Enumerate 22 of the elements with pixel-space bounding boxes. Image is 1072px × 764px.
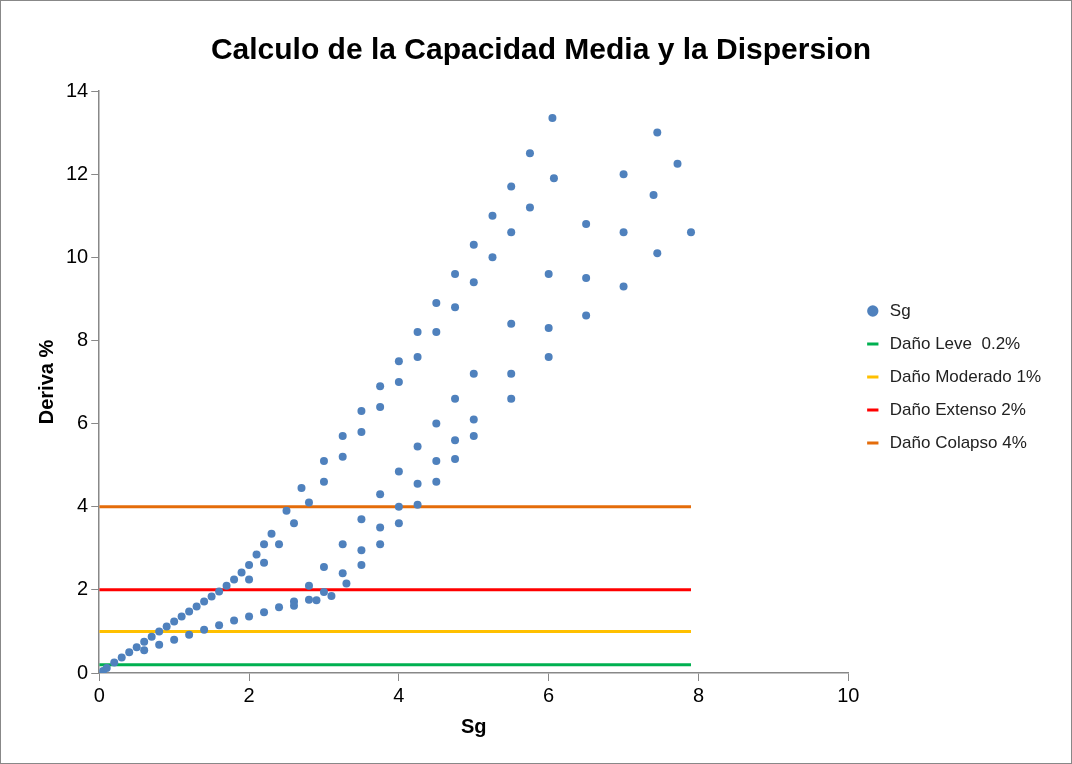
chart-title: Calculo de la Capacidad Media y la Dispersion [210,32,872,66]
legend-label: Daño Extenso 2% [889,399,1026,419]
legend-label: Daño Colapso 4% [889,432,1027,452]
x-axis-title: Sg [460,714,487,737]
y-tick-label: 8 [77,327,89,350]
y-tick-label: 12 [66,161,89,184]
x-tick-label: 4 [393,683,405,706]
x-tick-label: 6 [543,683,555,706]
y-tick-label: 4 [77,494,89,517]
x-tick-label: 2 [243,683,255,706]
legend-label: Daño Moderado 1% [889,366,1042,386]
y-tick-label: 2 [77,577,89,600]
legend-label: Sg [889,300,911,320]
x-tick-label: 8 [692,683,705,706]
legend-label: Daño Leve 0.2% [889,333,1021,353]
y-tick-label: 0 [77,660,89,683]
x-tick-label: 10 [837,683,860,706]
y-tick-label: 10 [66,244,89,267]
y-axis-title: Deriva % [34,339,57,425]
y-tick-label: 6 [77,411,89,434]
x-tick-label: 0 [93,683,105,706]
y-tick-label: 14 [66,78,89,101]
